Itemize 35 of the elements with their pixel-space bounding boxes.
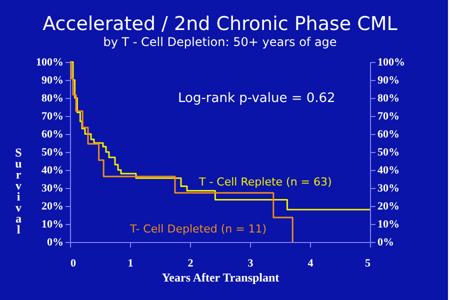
y2-tick-label: 70%: [378, 110, 400, 122]
y-tick-label: 0%: [47, 236, 64, 248]
x-tick-label: 3: [248, 258, 254, 270]
x-axis-title: Years After Transplant: [162, 270, 280, 284]
y-tick-label: 70%: [42, 110, 64, 122]
y-tick-label: 80%: [42, 92, 64, 104]
y2-tick-label: 50%: [378, 146, 400, 158]
y2-tick-label: 100%: [378, 56, 405, 68]
x-tick-label: 4: [308, 258, 314, 270]
y-tick-label: 40%: [42, 164, 64, 176]
y-tick-label: 10%: [42, 218, 64, 230]
y2-tick-label: 0%: [378, 236, 394, 248]
y2-tick-label: 40%: [378, 164, 400, 176]
x-tick-label: 1: [128, 258, 134, 270]
annotation: Log-rank p-value = 0.62: [178, 91, 336, 106]
y2-tick-label: 10%: [378, 218, 400, 230]
y2-tick-label: 30%: [378, 182, 400, 194]
chart-title: Accelerated / 2nd Chronic Phase CML: [42, 13, 398, 35]
y2-tick-label: 20%: [378, 200, 400, 212]
series-label: T- Cell Depleted (n = 11): [129, 222, 267, 236]
chart-subtitle: by T - Cell Depletion: 50+ years of age: [103, 35, 337, 49]
y-tick-label: 100%: [36, 56, 64, 68]
y-tick-label: 60%: [42, 128, 64, 140]
x-tick-label: 2: [188, 258, 194, 270]
y-axis-title: Survival: [15, 146, 22, 236]
y-tick-label: 90%: [42, 74, 64, 86]
y2-tick-label: 60%: [378, 128, 400, 140]
y2-tick-label: 80%: [378, 92, 400, 104]
y-tick-label: 50%: [42, 146, 64, 158]
y-tick-label: 20%: [42, 200, 64, 212]
y-tick-label: 30%: [42, 182, 64, 194]
y2-tick-label: 90%: [378, 74, 400, 86]
series-label: T - Cell Replete (n = 63): [198, 176, 332, 189]
x-tick-label: 5: [365, 258, 371, 270]
x-tick-label: 0: [70, 258, 76, 270]
